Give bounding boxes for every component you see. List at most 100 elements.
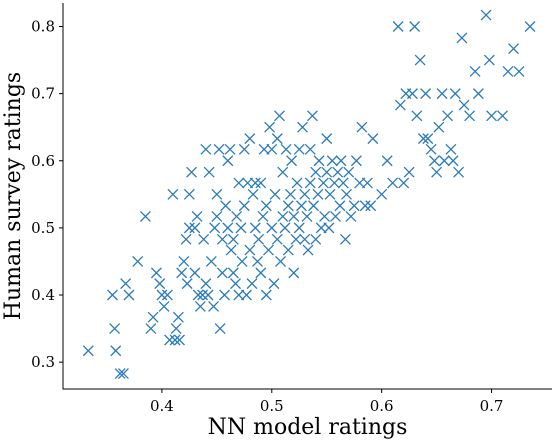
data-point (238, 143, 250, 155)
data-point (266, 222, 278, 234)
data-point (411, 110, 423, 122)
data-point (354, 177, 366, 189)
data-point (464, 110, 476, 122)
data-point (170, 323, 182, 335)
data-point (483, 54, 495, 66)
data-point (449, 88, 461, 100)
data-point (241, 289, 252, 301)
data-point (123, 289, 135, 301)
data-point (200, 278, 212, 290)
data-point (192, 289, 204, 301)
data-point (139, 211, 151, 222)
data-point (106, 289, 118, 301)
data-point (220, 200, 232, 212)
data-point (191, 211, 203, 222)
data-point (288, 267, 300, 279)
data-point (299, 188, 311, 200)
data-point (431, 166, 443, 178)
data-point (216, 233, 228, 245)
data-point (288, 211, 300, 222)
data-point (266, 143, 278, 155)
data-point (497, 110, 509, 122)
data-point (398, 177, 410, 189)
data-point (403, 166, 415, 178)
data-point (313, 155, 325, 167)
x-tick-label: 0.5 (260, 397, 284, 415)
data-point (247, 188, 259, 200)
data-point (299, 233, 311, 245)
data-point (359, 200, 371, 212)
data-point (194, 300, 206, 312)
data-point (406, 88, 418, 100)
data-point (277, 166, 289, 178)
data-point (209, 222, 221, 234)
data-point (293, 222, 305, 234)
data-point (433, 121, 445, 133)
data-point (508, 43, 519, 55)
data-point (365, 200, 377, 212)
data-point (486, 110, 498, 122)
data-point (253, 233, 265, 245)
data-point (117, 368, 129, 380)
data-point (211, 188, 223, 200)
data-point (315, 222, 327, 234)
data-point (381, 155, 393, 167)
data-point (263, 244, 274, 256)
data-point (172, 311, 184, 323)
data-point (361, 177, 373, 189)
data-point (236, 255, 248, 267)
data-point (227, 267, 239, 279)
data-point (317, 177, 329, 189)
data-point (438, 155, 450, 167)
data-point (235, 222, 247, 234)
data-point (290, 233, 302, 245)
data-point (164, 334, 176, 346)
x-axis-title: NN model ratings (208, 415, 408, 440)
data-point (326, 155, 338, 167)
data-point (222, 155, 234, 167)
data-point (231, 211, 243, 222)
data-point (255, 177, 267, 189)
data-point (222, 222, 234, 234)
data-point (180, 233, 192, 245)
data-point (301, 211, 313, 222)
data-point (348, 200, 360, 212)
data-point (282, 200, 294, 212)
data-point (257, 211, 269, 222)
data-point (343, 166, 355, 178)
data-point (249, 177, 261, 189)
data-point (189, 267, 201, 279)
data-point (337, 177, 349, 189)
data-point (328, 177, 340, 189)
data-point (181, 278, 193, 290)
data-point (242, 177, 254, 189)
data-point (291, 177, 303, 189)
data-point (110, 345, 122, 357)
data-point (285, 188, 296, 200)
data-point (330, 211, 341, 222)
data-point (367, 133, 379, 145)
data-point (312, 188, 324, 200)
data-point (109, 323, 121, 335)
data-point (345, 211, 357, 222)
data-point (167, 188, 179, 200)
data-point (297, 121, 309, 133)
data-point (304, 143, 316, 155)
data-point (274, 110, 285, 122)
data-point (339, 233, 351, 245)
x-tick-label: 0.7 (480, 397, 504, 415)
data-point (150, 267, 162, 279)
data-point (156, 289, 168, 301)
data-point (456, 32, 468, 44)
data-point (227, 233, 239, 245)
data-point (387, 177, 399, 189)
y-tick-label: 0.4 (31, 286, 55, 304)
data-point (324, 188, 336, 200)
data-point (323, 222, 335, 234)
data-point (186, 166, 198, 178)
data-point (414, 54, 426, 66)
data-point (147, 311, 159, 323)
y-tick-label: 0.8 (31, 17, 55, 35)
data-point (271, 133, 283, 145)
data-point (216, 267, 228, 279)
